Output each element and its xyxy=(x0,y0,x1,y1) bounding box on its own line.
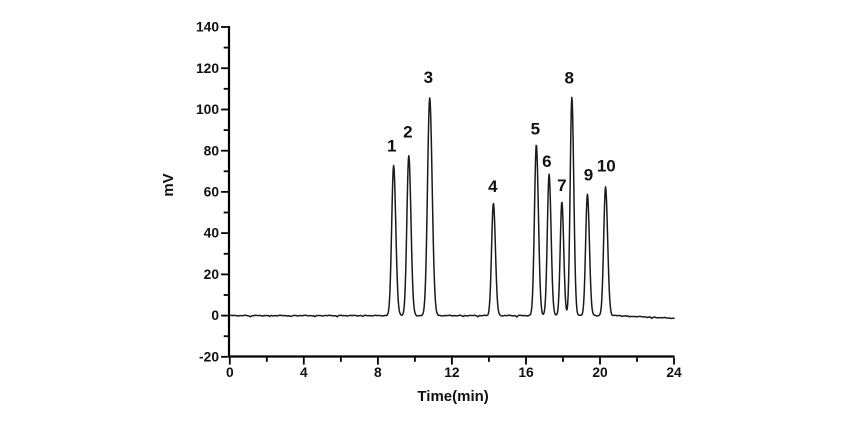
svg-text:0: 0 xyxy=(226,365,234,380)
svg-text:100: 100 xyxy=(196,102,219,117)
svg-text:60: 60 xyxy=(204,185,220,200)
svg-text:12: 12 xyxy=(444,365,460,380)
svg-text:8: 8 xyxy=(374,365,382,380)
svg-text:4: 4 xyxy=(488,177,498,196)
svg-text:140: 140 xyxy=(196,20,219,35)
svg-text:1: 1 xyxy=(387,137,396,156)
svg-text:9: 9 xyxy=(584,166,593,185)
svg-text:80: 80 xyxy=(204,143,220,158)
svg-text:120: 120 xyxy=(196,61,219,76)
svg-text:20: 20 xyxy=(592,365,608,380)
svg-text:-20: -20 xyxy=(199,349,219,364)
svg-text:7: 7 xyxy=(557,176,566,195)
svg-text:5: 5 xyxy=(531,119,540,138)
svg-text:0: 0 xyxy=(211,308,219,323)
svg-text:mV: mV xyxy=(160,173,177,196)
svg-text:8: 8 xyxy=(564,69,573,88)
svg-text:2: 2 xyxy=(403,123,412,142)
svg-text:4: 4 xyxy=(300,365,308,380)
svg-text:24: 24 xyxy=(666,365,682,380)
svg-text:20: 20 xyxy=(204,267,220,282)
svg-text:3: 3 xyxy=(424,68,433,87)
svg-text:Time(min): Time(min) xyxy=(417,388,488,405)
svg-text:10: 10 xyxy=(597,157,616,176)
svg-text:6: 6 xyxy=(542,152,551,171)
svg-text:16: 16 xyxy=(518,365,534,380)
svg-text:40: 40 xyxy=(204,226,220,241)
